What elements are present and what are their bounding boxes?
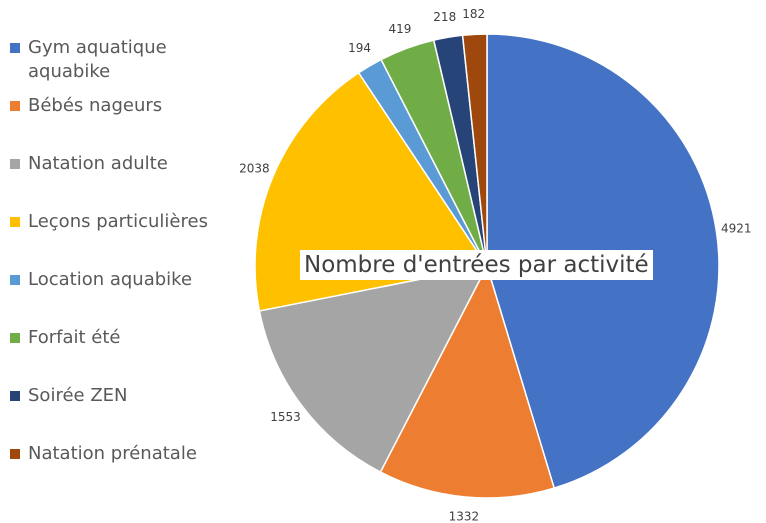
pie-slice — [258, 264, 489, 474]
legend-item: Forfait été — [10, 326, 208, 350]
data-label: 419 — [388, 22, 411, 36]
data-label: 2038 — [239, 162, 270, 176]
data-label: 194 — [348, 41, 371, 55]
legend-swatch — [10, 333, 20, 343]
legend-label: Bébés nageurs — [28, 95, 163, 116]
legend-swatch — [10, 43, 20, 53]
legend-label: Leçons particulières — [28, 211, 208, 232]
legend-label: Forfait été — [28, 327, 121, 348]
legend-item: Natation adulte — [10, 152, 208, 176]
legend-swatch — [10, 159, 20, 169]
data-label: 1332 — [449, 509, 480, 523]
data-label: 182 — [462, 7, 485, 21]
legend-label: Location aquabike — [28, 269, 193, 290]
legend-swatch — [10, 275, 20, 285]
legend-swatch — [10, 391, 20, 401]
legend-swatch — [10, 101, 20, 111]
legend-item: Natation prénatale — [10, 442, 208, 466]
pie-slice — [461, 33, 488, 267]
chart-title: Nombre d'entrées par activité — [300, 250, 653, 280]
data-label: 1553 — [270, 410, 301, 424]
data-label: 218 — [433, 10, 456, 24]
legend-item: Bébés nageurs — [10, 94, 208, 118]
legend-swatch — [10, 217, 20, 227]
legend-label: Natation prénatale — [28, 443, 197, 464]
data-label: 4921 — [721, 222, 752, 236]
legend-label: Natation adulte — [28, 153, 168, 174]
legend-label: Soirée ZEN — [28, 385, 128, 406]
legend-item: Leçons particulières — [10, 210, 208, 234]
legend-item: Location aquabike — [10, 268, 208, 292]
legend-item: Soirée ZEN — [10, 384, 208, 408]
pie-slice — [379, 264, 556, 499]
legend-swatch — [10, 449, 20, 459]
legend-item: Gym aquatique aquabike — [10, 36, 208, 84]
legend-label: Gym aquatique aquabike — [28, 37, 167, 82]
